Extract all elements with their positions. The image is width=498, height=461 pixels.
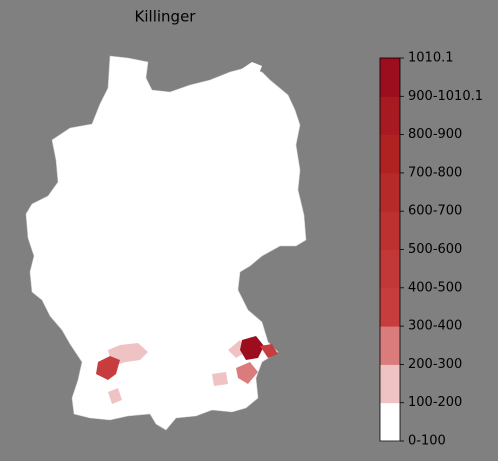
colorbar-segment — [380, 364, 400, 404]
colorbar-label: 400-500 — [408, 280, 462, 295]
map-title: Killinger — [135, 8, 197, 26]
colorbar-segment — [380, 249, 400, 289]
colorbar-segment — [380, 134, 400, 174]
colorbar-label: 300-400 — [408, 319, 462, 334]
colorbar-segment — [380, 211, 400, 250]
colorbar-segment — [380, 58, 400, 97]
colorbar-label: 1010.1 — [408, 51, 454, 66]
colorbar-segment — [380, 402, 400, 442]
colorbar-label: 600-700 — [408, 204, 462, 219]
colorbar-label: 200-300 — [408, 357, 462, 372]
colorbar-label: 800-900 — [408, 127, 462, 142]
island — [240, 62, 262, 78]
district — [212, 372, 228, 386]
colorbar-segment — [380, 326, 400, 365]
colorbar-label: 100-200 — [408, 395, 462, 410]
district — [108, 388, 122, 404]
colorbar-segment — [380, 287, 400, 327]
district — [240, 336, 264, 360]
country-outline — [25, 55, 307, 431]
colorbar-segment — [380, 172, 400, 212]
colorbar-label: 700-800 — [408, 165, 462, 180]
colorbar: 0-100 100-200 200-300 300-400 400-500 500-600… — [379, 51, 483, 449]
district — [96, 356, 120, 380]
germany-map — [25, 55, 307, 431]
colorbar-label: 0-100 — [408, 434, 446, 449]
colorbar-segment — [380, 96, 400, 136]
colorbar-label: 900-1010.1 — [408, 89, 483, 104]
district — [260, 344, 278, 358]
district — [236, 362, 258, 384]
colorbar-label: 500-600 — [408, 242, 462, 257]
